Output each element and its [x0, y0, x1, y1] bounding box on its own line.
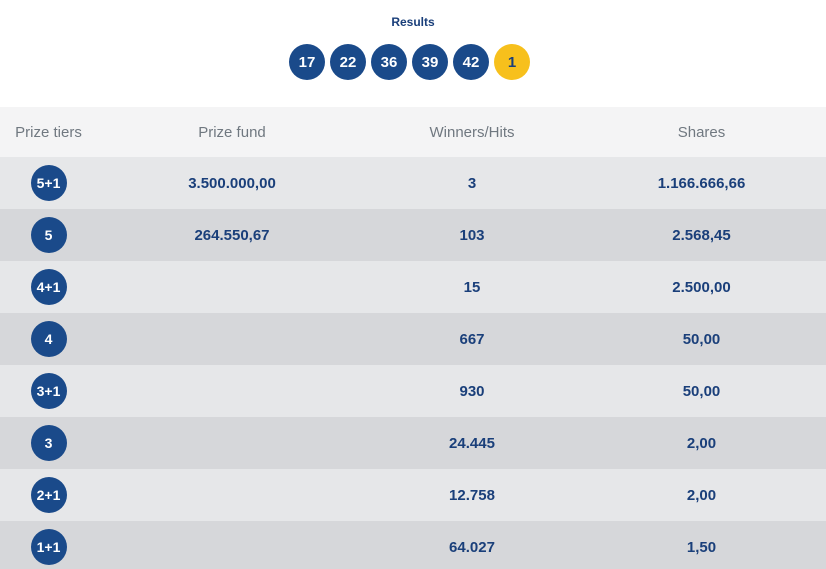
- number-ball: 22: [330, 44, 366, 80]
- share-cell: 50,00: [682, 382, 721, 400]
- share-cell: 2.568,45: [672, 226, 731, 244]
- tier-badge: 3: [30, 425, 67, 461]
- fund-cell: [97, 521, 367, 569]
- results-title: Results: [391, 15, 435, 29]
- fund-cell: 264.550,67: [194, 226, 270, 244]
- tier-badge: 4: [30, 321, 67, 357]
- tier-cell: 5+1: [0, 157, 97, 209]
- tier-badge: 5: [30, 217, 67, 253]
- tier-badge: 1+1: [30, 529, 67, 565]
- table-row: 1+1 64.027 1,50: [0, 521, 826, 569]
- column-prize-tiers: Prize tiers: [15, 123, 82, 141]
- tier-cell: 4+1: [0, 261, 97, 313]
- extra-number-ball: 1: [494, 44, 530, 80]
- drawn-numbers: 17 22 36 39 42 1: [289, 44, 530, 80]
- tier-badge: 2+1: [30, 477, 67, 513]
- tier-cell: 3+1: [0, 365, 97, 417]
- table-row: 5 264.550,67 103 2.568,45: [0, 209, 826, 261]
- share-cell: 2.500,00: [672, 278, 731, 296]
- prize-table: Prize tiers Prize fund Winners/Hits Shar…: [0, 107, 826, 569]
- tier-cell: 5: [0, 209, 97, 261]
- number-ball: 39: [412, 44, 448, 80]
- tier-badge: 5+1: [30, 165, 67, 201]
- table-row: 2+1 12.758 2,00: [0, 469, 826, 521]
- share-cell: 1.166.666,66: [657, 174, 746, 192]
- fund-cell: [97, 417, 367, 469]
- tier-badge: 3+1: [30, 373, 67, 409]
- fund-cell: 3.500.000,00: [188, 174, 276, 192]
- winners-cell: 103: [459, 226, 485, 244]
- tier-badge: 4+1: [30, 269, 67, 305]
- column-winners-hits: Winners/Hits: [429, 123, 515, 141]
- table-row: 4 667 50,00: [0, 313, 826, 365]
- fund-cell: [97, 261, 367, 313]
- header-row: Prize tiers Prize fund Winners/Hits Shar…: [0, 107, 826, 157]
- table-row: 4+1 15 2.500,00: [0, 261, 826, 313]
- table-header: Prize tiers Prize fund Winners/Hits Shar…: [0, 107, 826, 157]
- table-row: 3 24.445 2,00: [0, 417, 826, 469]
- share-cell: 1,50: [686, 538, 717, 556]
- tier-cell: 3: [0, 417, 97, 469]
- fund-cell: [97, 469, 367, 521]
- winners-cell: 3: [467, 174, 477, 192]
- results-header: Results 17 22 36 39 42 1: [0, 0, 826, 107]
- winners-cell: 12.758: [449, 486, 495, 504]
- winners-cell: 667: [459, 330, 485, 348]
- fund-cell: [97, 365, 367, 417]
- share-cell: 50,00: [682, 330, 721, 348]
- table-row: 3+1 930 50,00: [0, 365, 826, 417]
- tier-cell: 2+1: [0, 469, 97, 521]
- fund-cell: [97, 313, 367, 365]
- table-body: 5+1 3.500.000,00 3 1.166.666,66 5 264.55…: [0, 157, 826, 569]
- share-cell: 2,00: [686, 486, 717, 504]
- winners-cell: 24.445: [449, 434, 495, 452]
- share-cell: 2,00: [686, 434, 717, 452]
- number-ball: 17: [289, 44, 325, 80]
- table-row: 5+1 3.500.000,00 3 1.166.666,66: [0, 157, 826, 209]
- number-ball: 36: [371, 44, 407, 80]
- column-prize-fund: Prize fund: [198, 123, 266, 141]
- column-shares: Shares: [677, 123, 726, 141]
- tier-cell: 4: [0, 313, 97, 365]
- tier-cell: 1+1: [0, 521, 97, 569]
- winners-cell: 930: [459, 382, 485, 400]
- winners-cell: 15: [463, 278, 481, 296]
- winners-cell: 64.027: [449, 538, 495, 556]
- number-ball: 42: [453, 44, 489, 80]
